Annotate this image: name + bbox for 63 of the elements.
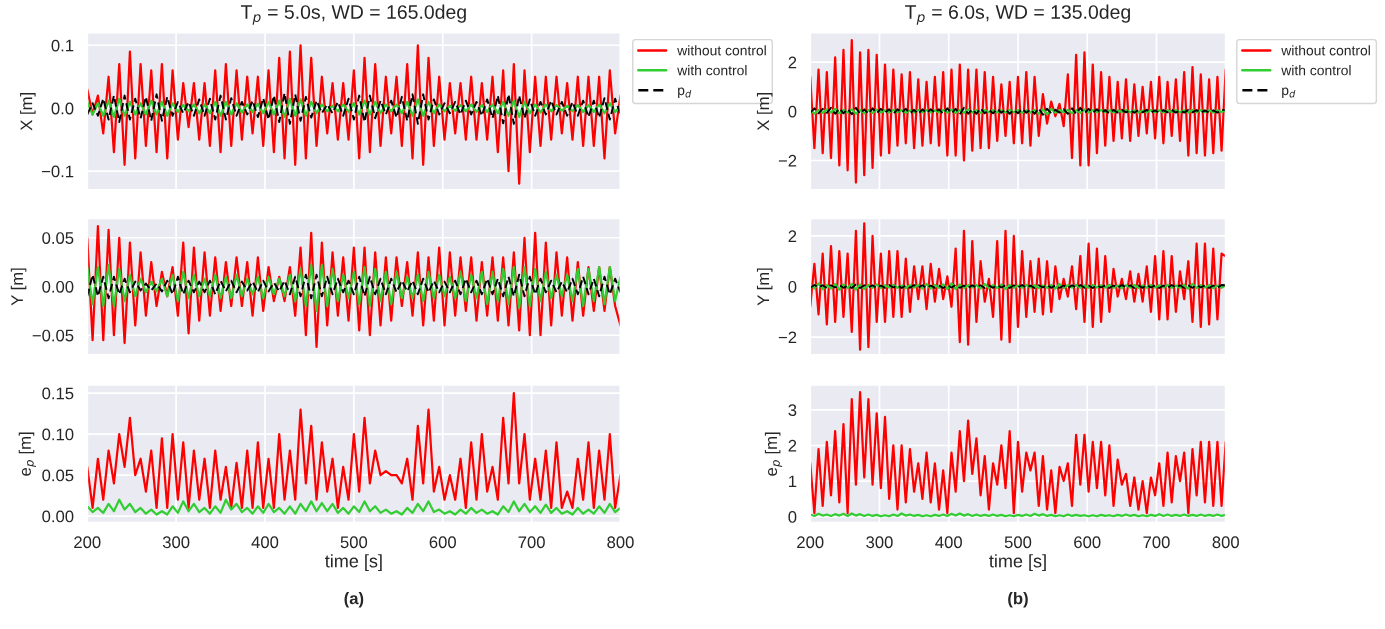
- chart-title: T$_{p}$ = 6.0s, WD = 135.0deg: [905, 4, 1130, 25]
- chart-title: T$_{p}$ = 5.0s, WD = 165.0deg: [240, 4, 466, 25]
- legend-label: without control: [1281, 45, 1370, 56]
- y-tick-label: 0.15: [42, 387, 74, 400]
- y-tick-label: 0: [788, 105, 797, 118]
- x-tick-label: 600: [429, 536, 456, 549]
- line-series: [87, 224, 621, 349]
- x-tick-label: 500: [340, 536, 368, 549]
- text: (a): [344, 592, 364, 608]
- line-series: [810, 390, 1226, 515]
- x-tick-label: 500: [1004, 536, 1032, 549]
- line-series: [87, 263, 621, 312]
- line-series: [87, 392, 621, 510]
- y-tick-label: 0: [788, 280, 797, 293]
- y-tick-label: −0.05: [32, 329, 74, 342]
- y-tick-label: 3: [788, 404, 797, 417]
- x-tick-label: 700: [1143, 536, 1170, 549]
- y-axis-title: X [m]: [20, 93, 36, 131]
- y-axis-title: X [m]: [756, 93, 773, 131]
- x-tick-label: 800: [1212, 536, 1239, 549]
- line-series: [87, 498, 621, 516]
- y-tick-label: 0.05: [42, 232, 74, 244]
- y-axis-title: Y [m]: [756, 268, 773, 306]
- x-tick-label: 200: [797, 536, 824, 549]
- line-series: [810, 222, 1226, 351]
- x-tick-label: 800: [607, 536, 634, 549]
- line-series: [87, 97, 621, 119]
- legend-label: p$_{d}$: [678, 87, 692, 98]
- legend-label: without control: [677, 45, 766, 56]
- x-tick-label: 200: [74, 536, 101, 549]
- y-axis-title: Y [m]: [10, 268, 27, 306]
- legend-label: p$_{d}$: [1282, 87, 1296, 98]
- x-tick-label: 400: [935, 536, 962, 549]
- y-tick-label: 0.00: [42, 510, 74, 523]
- line-series: [810, 38, 1226, 184]
- y-tick-label: −2: [778, 154, 797, 167]
- x-tick-label: 300: [162, 536, 190, 549]
- y-tick-label: −2: [778, 331, 797, 344]
- y-tick-label: 2: [788, 439, 797, 452]
- legend-label: with control: [1281, 65, 1351, 76]
- text: (b): [1008, 592, 1028, 608]
- line-series: [87, 92, 621, 125]
- y-tick-label: 1: [789, 475, 797, 488]
- x-tick-label: 700: [518, 536, 545, 549]
- y-axis-title: e$_{p}$ [m]: [764, 432, 783, 476]
- x-axis-title: time [s]: [325, 554, 382, 572]
- y-tick-label: 2: [788, 56, 797, 69]
- y-tick-label: 0.0: [51, 102, 74, 115]
- line-series: [87, 44, 621, 185]
- y-tick-label: 0.05: [42, 469, 74, 482]
- y-tick-label: 0.00: [42, 280, 74, 293]
- y-axis-title: e$_{p}$ [m]: [18, 432, 36, 476]
- x-tick-label: 300: [866, 536, 893, 549]
- y-tick-label: −0.1: [41, 165, 74, 178]
- y-tick-label: 2: [788, 230, 797, 242]
- x-axis-title: time [s]: [989, 554, 1046, 572]
- line-series: [87, 273, 621, 300]
- x-tick-label: 600: [1074, 536, 1101, 549]
- x-tick-label: 400: [251, 536, 279, 549]
- legend-label: with control: [677, 65, 747, 76]
- y-tick-label: 0: [788, 511, 797, 523]
- y-tick-label: 0.10: [42, 428, 74, 441]
- y-tick-label: 0.1: [51, 39, 74, 52]
